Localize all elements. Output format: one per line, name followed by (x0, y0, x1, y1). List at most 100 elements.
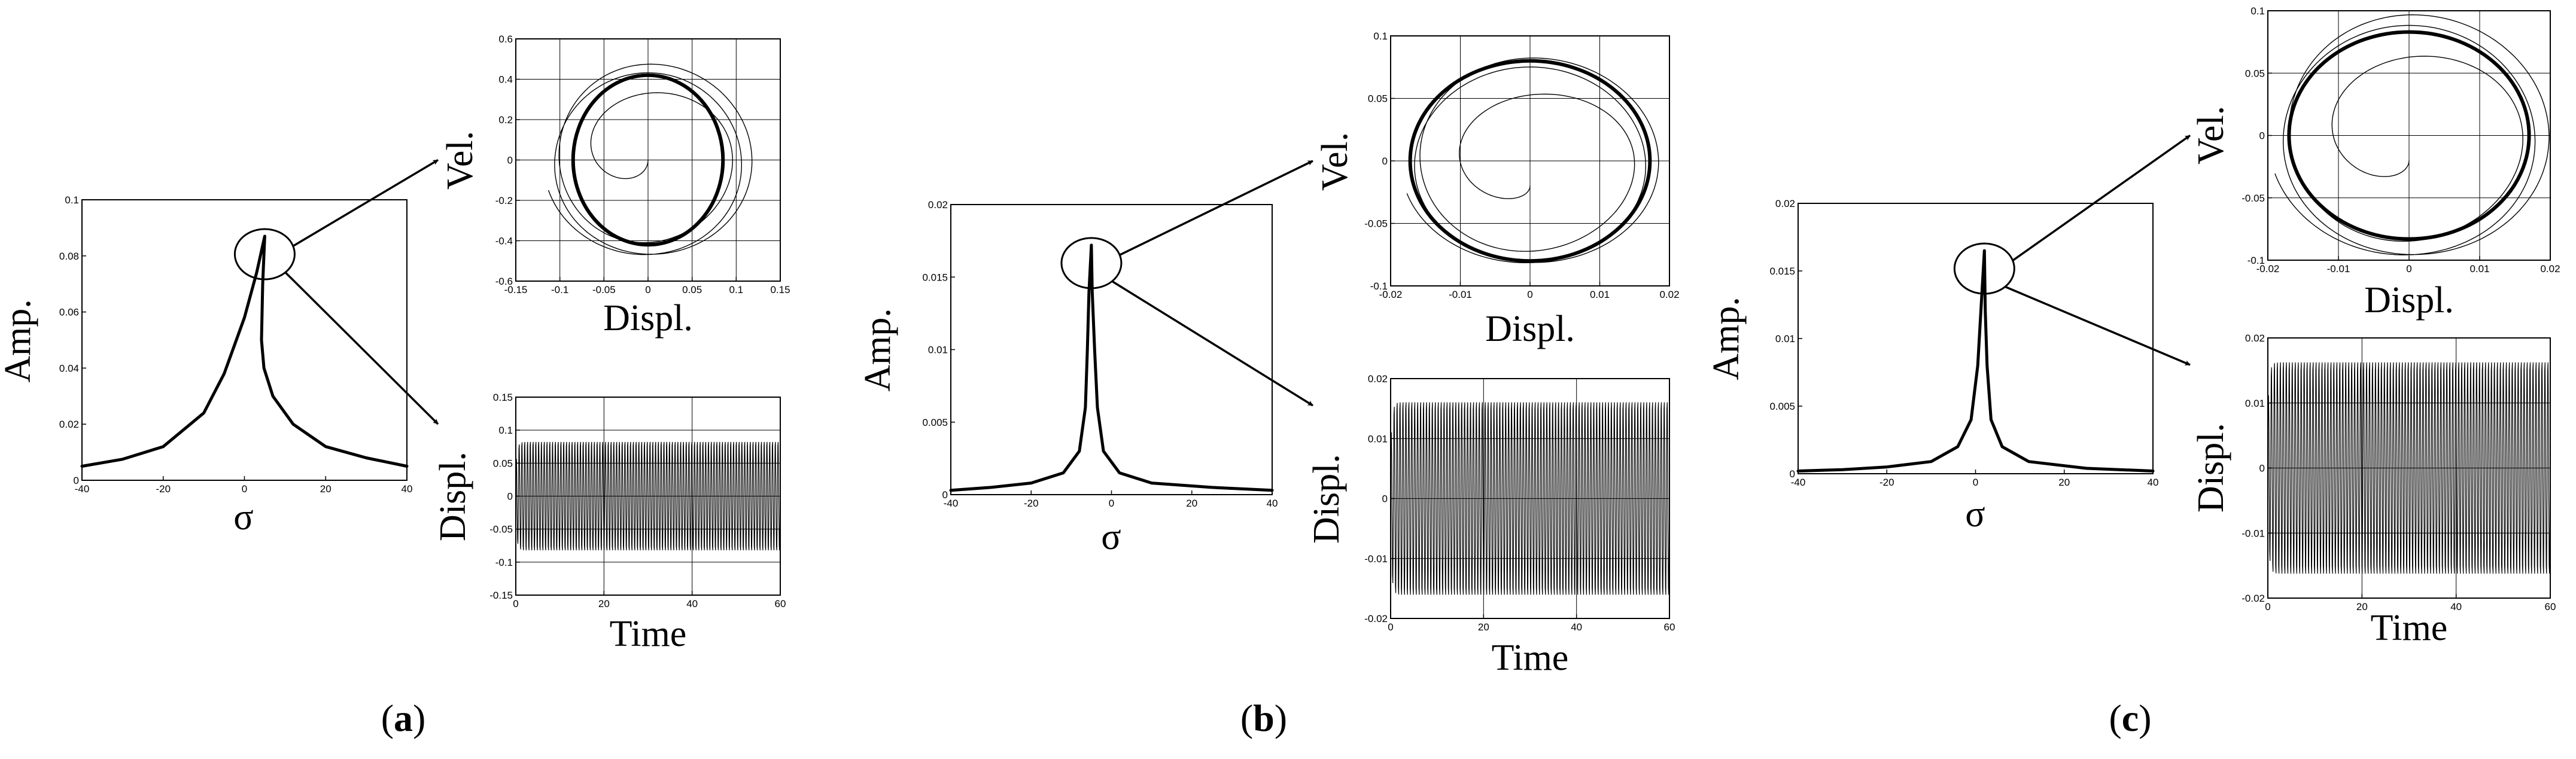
y-axis-label-5: Displ. (1306, 454, 1347, 544)
y-tick-label-1-3: 0 (507, 155, 513, 166)
x-tick-label-0-2: 0 (242, 483, 247, 495)
y-tick-label-0-1: 0.02 (59, 419, 79, 430)
y-tick-label-7-3: 0.05 (2245, 68, 2265, 79)
panel-label-a: (a) (381, 697, 426, 739)
arrow-to-time-history-1 (1111, 280, 1313, 407)
response-curve-3 (949, 243, 1274, 492)
x-tick-label-1-6: 0.15 (770, 284, 790, 295)
y-tick-label-6-2: 0.01 (1775, 333, 1795, 345)
x-tick-label-0-4: 40 (402, 483, 413, 495)
time-history-signal-5 (1390, 402, 1670, 595)
y-axis-label-0: Amp. (0, 299, 38, 383)
x-axis-label-0: σ (233, 497, 253, 538)
x-tick-label-3-0: -40 (944, 498, 959, 509)
x-axis-label-1: Displ. (603, 298, 693, 339)
x-tick-label-2-1: 20 (598, 598, 610, 609)
peak-highlight-circle-0 (233, 228, 296, 281)
y-axis-label-8: Displ. (2191, 423, 2231, 513)
x-axis-label-2: Time (610, 614, 687, 654)
arrow-to-phase-plane-0 (293, 158, 439, 247)
x-axis-label-5: Time (1492, 638, 1569, 678)
y-tick-label-7-1: -0.05 (2242, 193, 2265, 204)
x-tick-label-4-1: -0.01 (1449, 289, 1472, 300)
y-tick-label-8-0: -0.02 (2242, 593, 2265, 604)
x-tick-label-8-0: 0 (2265, 601, 2270, 612)
y-tick-label-0-4: 0.08 (59, 251, 79, 262)
peak-highlight-circle-2 (1953, 242, 2015, 295)
x-axis-label-7: Displ. (2364, 280, 2454, 321)
x-tick-label-8-1: 20 (2356, 601, 2368, 612)
x-tick-label-6-4: 40 (2148, 477, 2159, 488)
chart-a-frequency-response: -40 -20 0 20 40 0 0.02 0.04 0.06 0.08 0.1 σ Amp. (0, 194, 412, 538)
y-tick-label-1-4: 0.2 (498, 114, 513, 126)
x-tick-label-7-1: -0.01 (2327, 263, 2350, 275)
x-tick-label-5-0: 0 (1388, 621, 1393, 633)
x-tick-label-4-4: 0.02 (1659, 289, 1679, 300)
transient-trajectory-1 (548, 63, 753, 255)
y-tick-label-5-2: 0 (1382, 493, 1388, 505)
y-tick-label-7-0: -0.1 (2247, 255, 2265, 266)
y-tick-label-2-5: 0.1 (498, 425, 513, 436)
chart-c-frequency-response: -40 -20 0 20 40 0 0.005 0.01 0.015 0.02 σ Amp. (1706, 198, 2158, 535)
x-axis-label-8: Time (2371, 608, 2448, 648)
x-tick-label-1-1: -0.1 (551, 284, 568, 295)
y-tick-label-5-4: 0.02 (1368, 373, 1388, 385)
y-tick-label-4-3: 0.05 (1368, 93, 1388, 105)
y-tick-label-8-4: 0.02 (2245, 333, 2265, 344)
transient-trajectory-7 (2274, 14, 2550, 255)
y-tick-label-7-4: 0.1 (2250, 5, 2265, 17)
y-tick-label-2-6: 0.15 (493, 392, 513, 403)
y-tick-label-8-3: 0.01 (2245, 398, 2265, 409)
x-tick-label-7-2: 0 (2406, 263, 2411, 275)
transient-trajectory-4 (1406, 57, 1659, 263)
y-axis-label-3: Amp. (857, 308, 898, 392)
y-tick-label-1-5: 0.4 (498, 74, 513, 86)
chart-b-frequency-response: -40 -20 0 20 40 0 0.005 0.01 0.015 0.02 σ Amp. (857, 199, 1278, 557)
limit-cycle-7 (2287, 30, 2531, 241)
y-tick-label-3-4: 0.02 (928, 199, 948, 211)
y-tick-label-6-0: 0 (1790, 468, 1795, 480)
y-tick-label-0-3: 0.06 (59, 307, 79, 318)
x-tick-label-0-0: -40 (75, 483, 90, 495)
x-tick-label-0-3: 20 (320, 483, 331, 495)
y-tick-label-6-3: 0.015 (1769, 266, 1795, 277)
time-history-signal-2 (515, 441, 781, 551)
x-tick-label-3-4: 40 (1267, 498, 1278, 509)
x-tick-label-4-2: 0 (1527, 289, 1532, 300)
arrow-to-phase-plane-1 (1120, 160, 1313, 256)
y-tick-label-4-1: -0.05 (1364, 218, 1388, 230)
x-tick-label-5-3: 60 (1664, 621, 1675, 633)
x-axis-label-6: σ (1965, 494, 1985, 535)
x-tick-label-6-1: -20 (1879, 477, 1894, 488)
y-tick-label-1-0: -0.6 (495, 276, 513, 287)
limit-cycle-4 (1408, 59, 1652, 263)
panel-label-b: (b) (1240, 697, 1287, 739)
y-tick-label-3-0: 0 (942, 489, 948, 501)
y-tick-label-5-1: -0.01 (1364, 553, 1388, 565)
x-tick-label-4-3: 0.01 (1590, 289, 1610, 300)
x-tick-label-6-0: -40 (1791, 477, 1806, 488)
y-tick-label-8-1: -0.01 (2242, 528, 2265, 539)
arrow-to-time-history-0 (284, 271, 439, 425)
y-tick-label-7-2: 0 (2259, 130, 2265, 142)
x-tick-label-5-1: 20 (1478, 621, 1489, 633)
x-tick-label-1-3: 0 (645, 284, 650, 295)
y-tick-label-8-2: 0 (2259, 463, 2265, 474)
x-axis-label-4: Displ. (1485, 309, 1575, 349)
chart-c-time-history: 0 20 40 60 -0.02 -0.01 0 0.01 0.02 Time Displ. (2191, 333, 2556, 648)
y-tick-label-5-0: -0.02 (1364, 613, 1388, 624)
chart-b-time-history: 0 20 40 60 -0.02 -0.01 0 0.01 0.02 Time Displ. (1306, 373, 1675, 678)
plot-frame-0 (81, 199, 407, 481)
y-tick-label-0-5: 0.1 (65, 194, 79, 206)
y-tick-label-4-4: 0.1 (1373, 31, 1388, 42)
peak-highlight-circle-1 (1060, 237, 1123, 289)
x-tick-label-0-1: -20 (156, 483, 171, 495)
x-tick-label-2-2: 40 (686, 598, 698, 609)
chart-a-phase-plane: -0.15 -0.1 -0.05 0 0.05 0.1 0.15 -0.6 -0.4 -0.2 0 0… (440, 33, 790, 339)
x-tick-label-1-4: 0.05 (682, 284, 702, 295)
y-tick-label-1-2: -0.2 (495, 195, 513, 206)
y-tick-label-2-3: 0 (507, 491, 513, 502)
x-tick-label-2-0: 0 (513, 598, 518, 609)
x-tick-label-8-2: 40 (2450, 601, 2462, 612)
